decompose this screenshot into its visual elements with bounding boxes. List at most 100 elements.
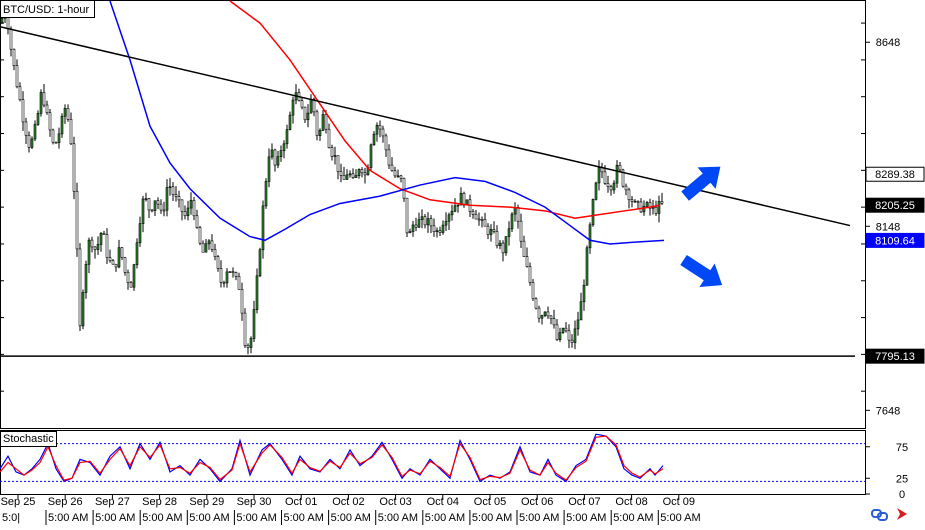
price-tag (865, 232, 925, 248)
candle-body (81, 292, 85, 327)
candle-body (330, 147, 334, 157)
x-time-label: 5:00 AM (48, 512, 88, 524)
stochastic-y-tick-label: 75 (896, 442, 908, 454)
candle-body (183, 211, 187, 217)
candle-body (534, 298, 538, 309)
candle-body (474, 214, 478, 220)
candle-body (369, 144, 373, 168)
candle-body (63, 108, 67, 117)
candle-body (210, 240, 214, 250)
candle-body (567, 330, 571, 341)
candle-body (381, 128, 385, 137)
candle-body (165, 187, 169, 211)
candle-body (33, 124, 37, 140)
candle-body (15, 65, 19, 88)
candle-body (42, 92, 46, 106)
x-date-label: Oct 03 (379, 496, 411, 508)
x-time-label: 5:00 AM (519, 512, 559, 524)
candle-body (261, 205, 265, 251)
price-tag-label: 7795.13 (875, 351, 915, 363)
x-date-label: Oct 09 (663, 496, 695, 508)
x-time-label: 5:00 AM (613, 512, 653, 524)
x-date-label: Sep 26 (48, 496, 83, 508)
candle-body (264, 181, 268, 207)
candle-body (156, 200, 160, 205)
candle-body (489, 229, 493, 235)
candle-body (636, 200, 640, 203)
candle-body (522, 240, 526, 257)
candle-body (339, 171, 343, 176)
candle-body (270, 149, 274, 158)
candle-body (390, 164, 394, 172)
arrow-right-icon[interactable] (897, 508, 907, 520)
x-time-label: 5:00 AM (142, 512, 182, 524)
candle-body (462, 192, 466, 206)
x-date-label: Sep 30 (237, 496, 272, 508)
x-time-label: 5:00 AM (425, 512, 465, 524)
candle-body (435, 230, 439, 232)
chart-title: BTC/USD: 1-hour (3, 4, 90, 16)
candle-body (501, 242, 505, 254)
candle-body (387, 149, 391, 166)
x-date-label: Sep 27 (95, 496, 130, 508)
price-tag-label: 8289.38 (875, 169, 915, 181)
candle-body (291, 99, 295, 116)
candle-body (123, 257, 127, 273)
candle-body (105, 234, 109, 258)
candle-body (555, 324, 559, 340)
candle-body (75, 190, 79, 250)
link-icon[interactable] (871, 509, 888, 521)
candle-body (375, 124, 379, 135)
candle-body (147, 198, 151, 211)
x-date-label: Oct 05 (474, 496, 506, 508)
candle-body (237, 276, 241, 290)
candle-body (153, 200, 157, 211)
candle-body (537, 307, 541, 319)
candle-body (558, 332, 562, 340)
candle-body (618, 164, 622, 171)
x-date-label: Sep 29 (189, 496, 224, 508)
candle-body (300, 100, 304, 108)
candle-body (654, 206, 658, 214)
x-date-label: Sep 28 (142, 496, 177, 508)
candle-body (450, 210, 454, 216)
candle-body (207, 240, 211, 245)
candle-body (333, 155, 337, 157)
ma-slow-line (229, 0, 661, 219)
candle-body (213, 249, 217, 257)
y-tick-label: 7648 (876, 405, 900, 417)
x-time-label: 5:00 AM (660, 512, 700, 524)
candle-body (48, 112, 52, 131)
candle-body (321, 114, 325, 131)
candle-body (84, 263, 88, 293)
stochastic-k-line (0, 433, 664, 483)
candle-body (114, 263, 118, 268)
candle-body (447, 214, 451, 222)
candle-body (279, 150, 283, 157)
candle-body (219, 268, 223, 283)
price-tag (865, 348, 925, 364)
candle-body (225, 271, 229, 284)
candle-body (87, 239, 91, 265)
candle-body (396, 175, 400, 178)
candle-body (12, 48, 16, 66)
candle-body (243, 312, 247, 346)
candle-body (648, 202, 652, 209)
candle-body (108, 257, 112, 261)
stochastic-d-line (0, 435, 664, 481)
candle-body (288, 114, 292, 130)
price-tag (865, 166, 925, 182)
candle-body (60, 115, 64, 135)
candle-body (519, 220, 523, 242)
candle-body (9, 28, 13, 50)
candle-body (660, 201, 664, 204)
candle-body (171, 186, 175, 195)
arrow-up-right-icon (681, 166, 721, 201)
candle-body (129, 282, 133, 288)
candle-body (612, 182, 616, 191)
candle-body (111, 260, 115, 265)
candle-body (240, 289, 244, 314)
candle-body (591, 199, 595, 226)
candle-body (621, 169, 625, 187)
